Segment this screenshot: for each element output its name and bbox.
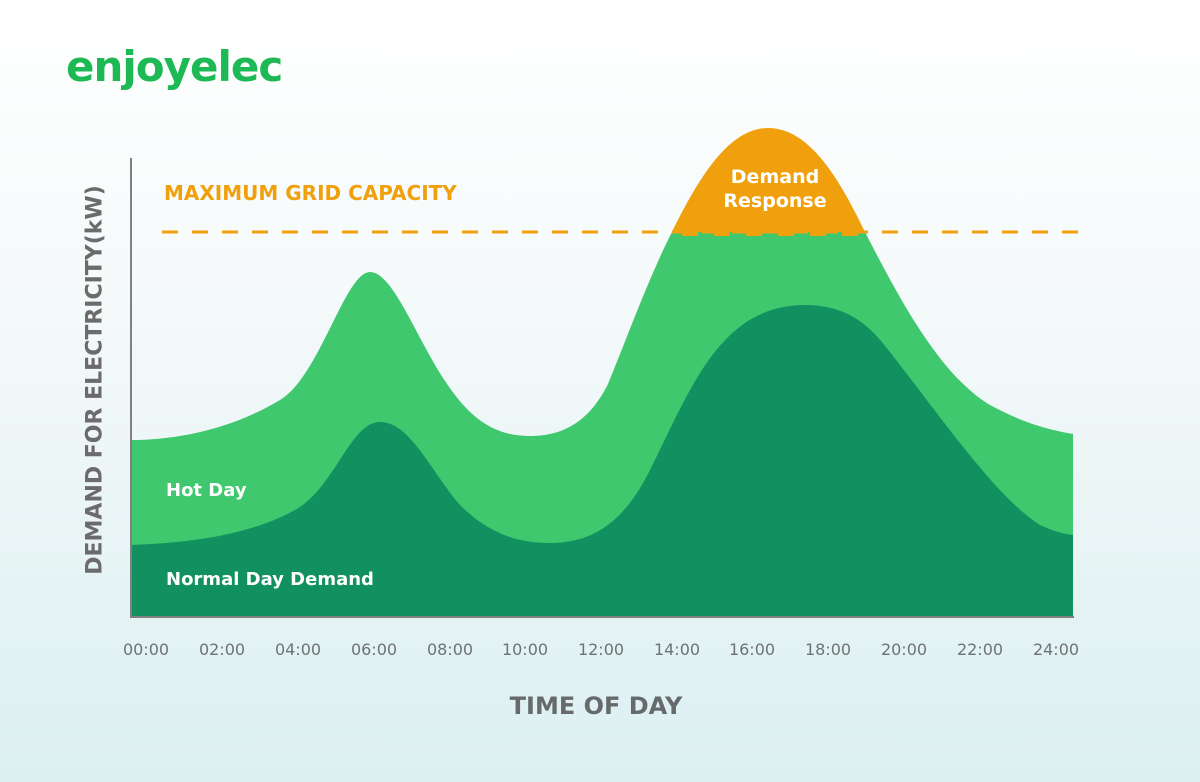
x-tick: 18:00 [804, 640, 852, 659]
x-tick: 12:00 [577, 640, 625, 659]
x-axis-label: TIME OF DAY [509, 692, 683, 720]
demand-response-area [672, 128, 865, 236]
normal-day-area [131, 305, 1073, 617]
x-tick: 10:00 [501, 640, 549, 659]
x-tick: 24:00 [1032, 640, 1080, 659]
logo-text: enjoyelec [66, 42, 283, 91]
x-tick: 00:00 [122, 640, 170, 659]
x-tick: 02:00 [198, 640, 246, 659]
normal-day-label: Normal Day Demand [166, 569, 374, 590]
demand-response-line2: Response [723, 190, 827, 212]
demand-response-label: Demand Response [723, 165, 826, 213]
x-tick: 04:00 [274, 640, 322, 659]
y-axis-label: DEMAND FOR ELECTRICITY(kW) [82, 185, 108, 575]
max-capacity-label: MAXIMUM GRID CAPACITY [164, 181, 457, 205]
demand-response-line1: Demand [730, 166, 820, 188]
x-tick: 22:00 [956, 640, 1004, 659]
x-tick: 06:00 [350, 640, 398, 659]
x-tick: 20:00 [880, 640, 928, 659]
x-tick: 08:00 [426, 640, 474, 659]
hot-day-label: Hot Day [166, 480, 247, 501]
x-tick: 14:00 [653, 640, 701, 659]
enjoyelec-logo: enjoyelec [66, 46, 283, 88]
x-tick: 16:00 [728, 640, 776, 659]
